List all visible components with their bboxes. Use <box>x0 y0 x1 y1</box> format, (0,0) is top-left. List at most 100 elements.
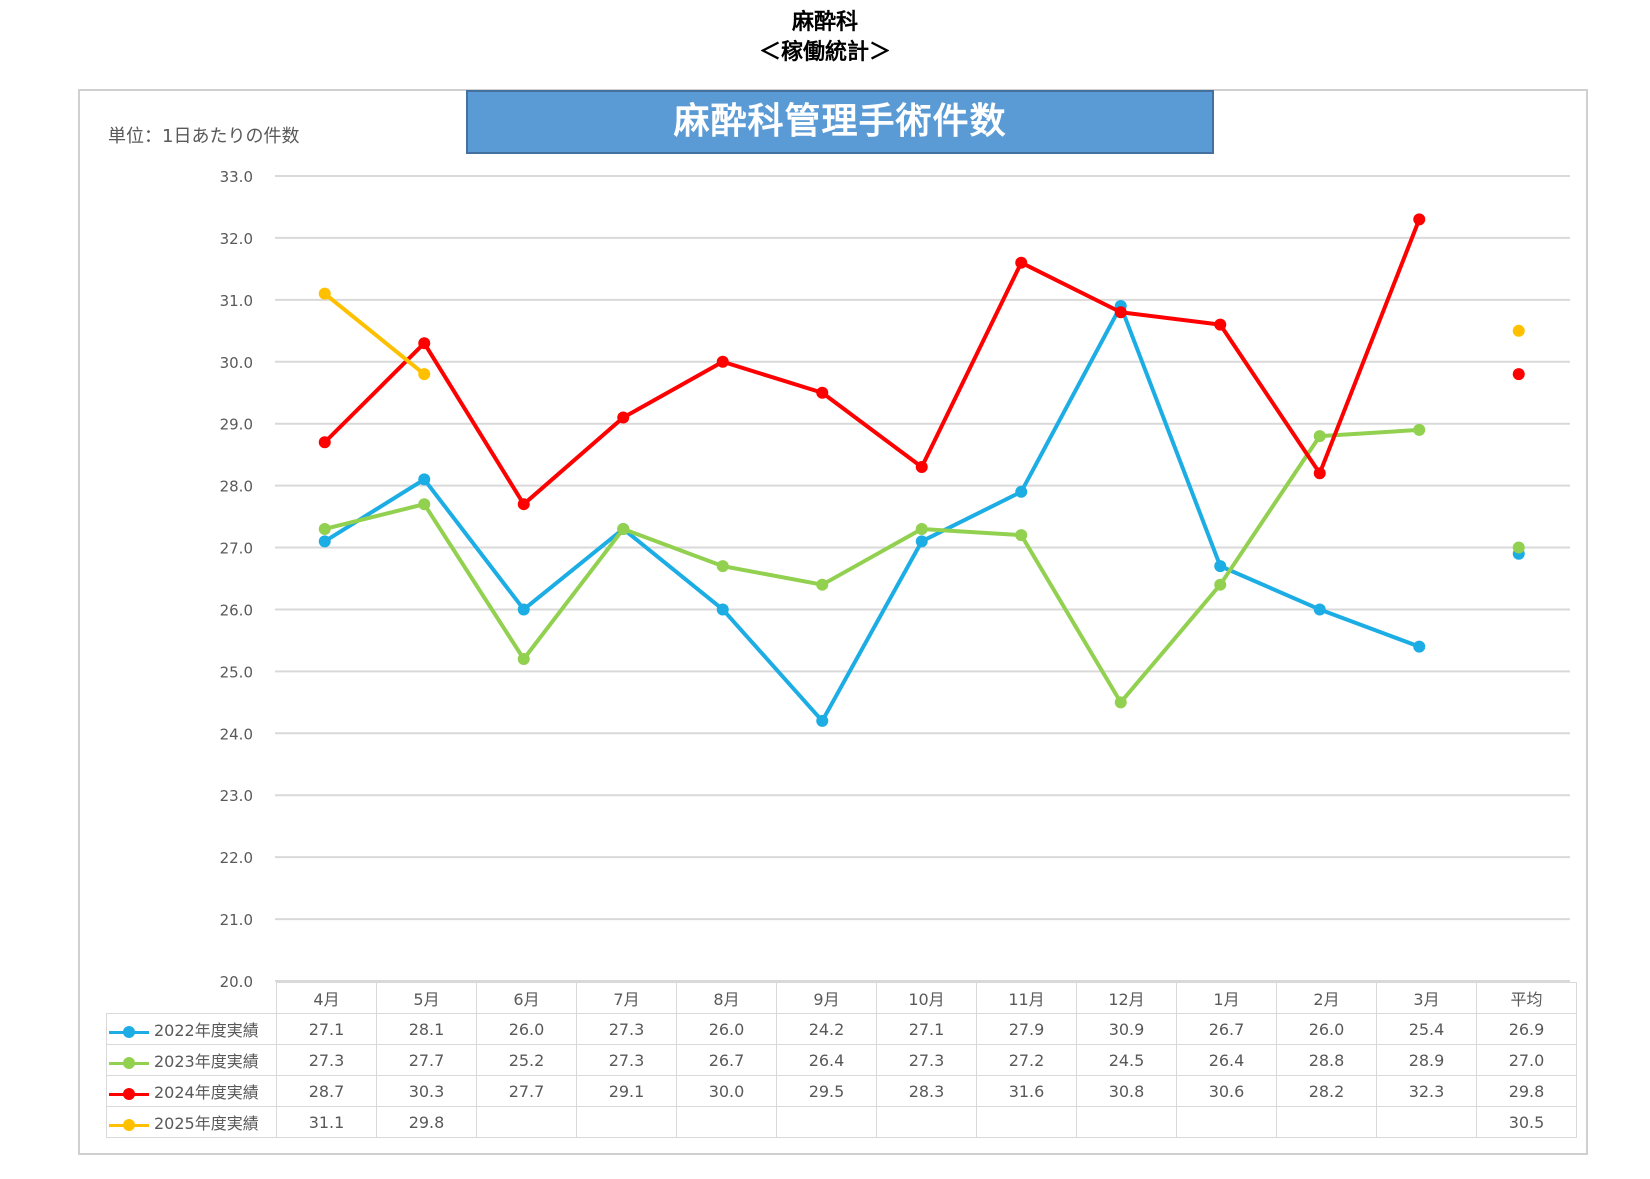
data-label: 26.4 <box>776 1044 877 1076</box>
data-point <box>1413 423 1426 436</box>
data-point <box>318 535 331 548</box>
average-value: 27.0 <box>1476 1044 1577 1076</box>
data-label: 25.4 <box>1376 1013 1477 1045</box>
data-label: 30.3 <box>376 1075 477 1107</box>
data-point <box>716 355 729 368</box>
chart-title: 麻酔科管理手術件数 <box>466 90 1214 154</box>
page-subtitle: ＜稼働統計＞ <box>758 40 891 65</box>
data-point <box>418 337 431 350</box>
unit-label: 単位：1日あたりの件数 <box>108 126 300 147</box>
x-tick-label: 6月 <box>476 982 577 1014</box>
data-point <box>915 461 928 474</box>
data-label <box>1376 1106 1477 1138</box>
data-label: 27.1 <box>876 1013 977 1045</box>
table-corner <box>106 982 277 1014</box>
average-point <box>1512 541 1525 554</box>
data-point <box>915 535 928 548</box>
x-tick-label: 3月 <box>1376 982 1477 1014</box>
legend-label: 2022年度実績 <box>154 1021 259 1040</box>
legend-marker <box>107 1087 151 1100</box>
data-label <box>1276 1106 1377 1138</box>
data-point <box>1015 485 1028 498</box>
data-label: 27.3 <box>576 1013 677 1045</box>
data-point <box>1214 318 1227 331</box>
data-label: 28.1 <box>376 1013 477 1045</box>
data-label: 24.5 <box>1076 1044 1177 1076</box>
data-point <box>1313 603 1326 616</box>
average-value: 29.8 <box>1476 1075 1577 1107</box>
data-label: 28.3 <box>876 1075 977 1107</box>
data-point <box>1015 529 1028 542</box>
table-row: 2022年度実績 27.1 28.1 26.0 27.3 26.0 24.2 27.1 27.9… <box>106 1013 1577 1045</box>
data-label: 29.1 <box>576 1075 677 1107</box>
average-point <box>1512 324 1525 337</box>
x-tick-label: 5月 <box>376 982 477 1014</box>
y-tick-label: 27.0 <box>220 540 253 558</box>
data-point <box>1413 213 1426 226</box>
y-tick-label: 28.0 <box>220 478 253 496</box>
legend-entry: 2022年度実績 <box>106 1013 277 1045</box>
y-tick-label: 22.0 <box>220 849 253 867</box>
y-tick-label: 21.0 <box>220 911 253 929</box>
legend-label: 2025年度実績 <box>154 1114 259 1133</box>
x-tick-label: 7月 <box>576 982 677 1014</box>
data-table: 4月 5月 6月 7月 8月 9月 10月 11月 12月 1月 2月 3月 平均 2022年度実績 27.… <box>106 982 1577 1138</box>
data-label: 30.6 <box>1176 1075 1277 1107</box>
series-line <box>324 427 1420 705</box>
data-label: 27.7 <box>376 1044 477 1076</box>
x-tick-label: 11月 <box>976 982 1077 1014</box>
data-point <box>517 653 530 665</box>
legend-entry: 2023年度実績 <box>106 1044 277 1076</box>
data-point <box>418 473 431 486</box>
x-tick-label: 1月 <box>1176 982 1277 1014</box>
data-label: 26.4 <box>1176 1044 1277 1076</box>
series-line <box>323 218 1422 507</box>
legend-marker <box>107 1118 151 1131</box>
x-tick-label: 4月 <box>276 982 377 1014</box>
data-label: 31.1 <box>276 1106 377 1138</box>
x-tick-label: 8月 <box>676 982 777 1014</box>
legend-label: 2024年度実績 <box>154 1083 259 1102</box>
data-label <box>876 1106 977 1138</box>
x-tick-label: 12月 <box>1076 982 1177 1014</box>
legend-entry: 2025年度実績 <box>106 1106 277 1138</box>
average-value: 30.5 <box>1476 1106 1577 1138</box>
data-label <box>976 1106 1077 1138</box>
data-label: 27.3 <box>276 1044 377 1076</box>
y-tick-label: 23.0 <box>220 787 253 805</box>
data-point <box>915 522 928 535</box>
data-point <box>1114 306 1127 319</box>
y-tick-label: 31.0 <box>220 292 253 310</box>
x-tick-label: 2月 <box>1276 982 1377 1014</box>
data-label <box>576 1106 677 1138</box>
data-label: 29.8 <box>376 1106 477 1138</box>
y-tick-label: 26.0 <box>220 601 253 619</box>
data-label: 28.8 <box>1276 1044 1377 1076</box>
data-point <box>1214 578 1227 591</box>
data-label: 31.6 <box>976 1075 1077 1107</box>
data-label: 24.2 <box>776 1013 877 1045</box>
data-label: 27.7 <box>476 1075 577 1107</box>
series-line <box>323 292 426 376</box>
data-label: 26.0 <box>676 1013 777 1045</box>
data-point <box>1413 640 1426 653</box>
data-point <box>816 714 829 727</box>
data-point <box>318 436 331 449</box>
data-point <box>418 498 431 511</box>
table-row: 2023年度実績 27.3 27.7 25.2 27.3 26.7 26.4 27.3 27.2… <box>106 1044 1577 1076</box>
data-label: 28.2 <box>1276 1075 1377 1107</box>
data-point <box>617 522 630 535</box>
x-tick-label: 9月 <box>776 982 877 1014</box>
data-point <box>1114 696 1127 709</box>
data-label: 27.2 <box>976 1044 1077 1076</box>
data-label <box>676 1106 777 1138</box>
data-point <box>318 287 331 300</box>
average-value: 26.9 <box>1476 1013 1577 1045</box>
data-label <box>1176 1106 1277 1138</box>
data-label: 27.9 <box>976 1013 1077 1045</box>
data-point <box>716 603 729 616</box>
data-point <box>1313 430 1326 443</box>
average-header: 平均 <box>1476 982 1577 1014</box>
data-label: 26.7 <box>676 1044 777 1076</box>
